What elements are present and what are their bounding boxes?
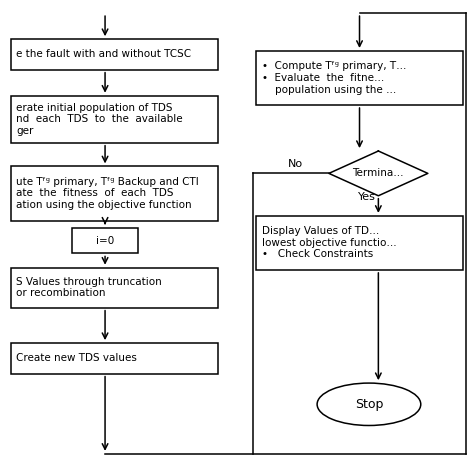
Text: Termina…: Termina… bbox=[353, 168, 404, 178]
FancyBboxPatch shape bbox=[72, 228, 138, 254]
Text: Display Values of TD…
lowest objective functio…
•   Check Constraints: Display Values of TD… lowest objective f… bbox=[262, 226, 396, 259]
Text: i=0: i=0 bbox=[96, 236, 114, 246]
Text: Create new TDS values: Create new TDS values bbox=[17, 353, 137, 364]
Text: erate initial population of TDS
nd  each  TDS  to  the  available
ger: erate initial population of TDS nd each … bbox=[17, 102, 183, 136]
Ellipse shape bbox=[317, 383, 421, 426]
Text: e the fault with and without TCSC: e the fault with and without TCSC bbox=[17, 49, 191, 59]
FancyBboxPatch shape bbox=[11, 39, 218, 70]
Text: Yes: Yes bbox=[358, 192, 375, 202]
Text: No: No bbox=[288, 159, 303, 169]
FancyBboxPatch shape bbox=[11, 96, 218, 143]
FancyBboxPatch shape bbox=[11, 343, 218, 374]
Text: •  Compute Tᶠᶢ primary, T…
•  Evaluate  the  fitne…
    population using the …: • Compute Tᶠᶢ primary, T… • Evaluate the… bbox=[262, 61, 406, 94]
FancyBboxPatch shape bbox=[256, 51, 463, 105]
Text: ute Tᶠᶢ primary, Tᶠᶢ Backup and CTI
ate  the  fitness  of  each  TDS
ation using: ute Tᶠᶢ primary, Tᶠᶢ Backup and CTI ate … bbox=[17, 177, 199, 210]
FancyBboxPatch shape bbox=[11, 268, 218, 308]
Text: Stop: Stop bbox=[355, 398, 383, 411]
FancyBboxPatch shape bbox=[256, 216, 463, 270]
Text: S Values through truncation
or recombination: S Values through truncation or recombina… bbox=[17, 277, 162, 299]
FancyBboxPatch shape bbox=[11, 166, 218, 220]
